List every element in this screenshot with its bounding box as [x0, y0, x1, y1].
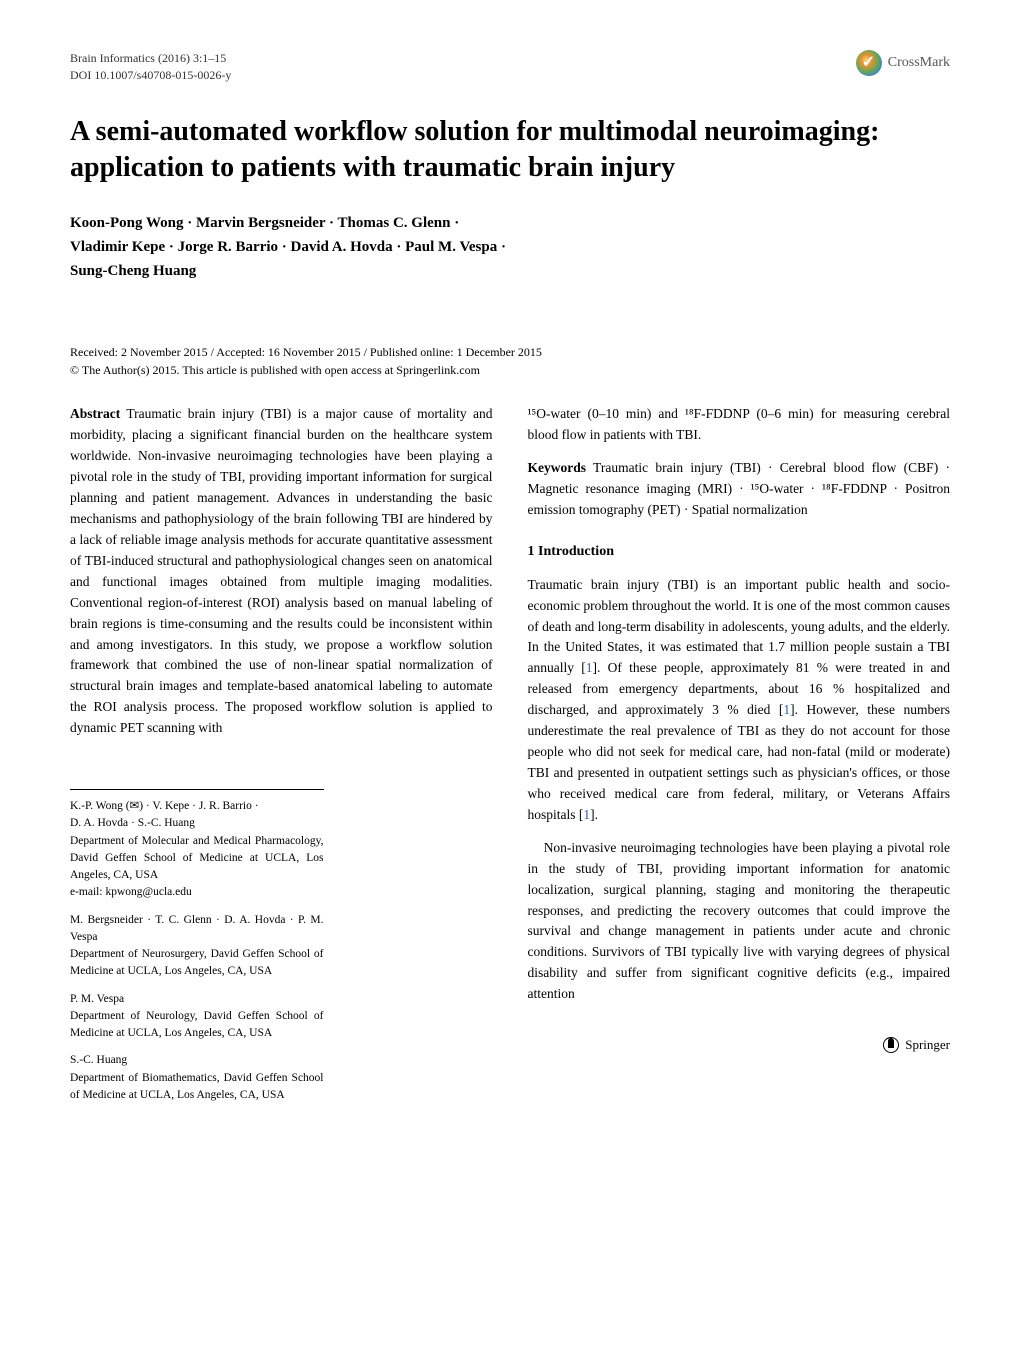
journal-info: Brain Informatics (2016) 3:1–15 DOI 10.1…	[70, 50, 231, 84]
affil-group-3: P. M. Vespa Department of Neurology, Dav…	[70, 991, 324, 1043]
dates-line-1: Received: 2 November 2015 / Accepted: 16…	[70, 343, 950, 361]
keywords-label: Keywords	[528, 460, 587, 475]
affil-1-names-b: D. A. Hovda · S.-C. Huang	[70, 815, 324, 832]
right-column: ¹⁵O-water (0–10 min) and ¹⁸F-FDDNP (0–6 …	[528, 404, 951, 1114]
crossmark-label: CrossMark	[888, 55, 950, 71]
publisher-label: Springer	[905, 1035, 950, 1055]
affil-2-dept: Department of Neurosurgery, David Geffen…	[70, 946, 324, 981]
affil-group-1: K.-P. Wong (✉) · V. Kepe · J. R. Barrio …	[70, 798, 324, 902]
dates-block: Received: 2 November 2015 / Accepted: 16…	[70, 343, 950, 379]
affil-4-dept: Department of Biomathematics, David Geff…	[70, 1070, 324, 1105]
two-column-body: Abstract Traumatic brain injury (TBI) is…	[70, 404, 950, 1114]
intro-p1c: ]. However, these numbers underestimate …	[528, 702, 951, 822]
intro-paragraph-2: Non-invasive neuroimaging technologies h…	[528, 838, 951, 1005]
intro-p1d: ].	[590, 807, 598, 822]
doi-line: DOI 10.1007/s40708-015-0026-y	[70, 67, 231, 84]
article-title: A semi-automated workflow solution for m…	[70, 114, 950, 187]
affil-3-dept: Department of Neurology, David Geffen Sc…	[70, 1008, 324, 1043]
authors-line-2: Vladimir Kepe · Jorge R. Barrio · David …	[70, 235, 950, 259]
affil-1-email: e-mail: kpwong@ucla.edu	[70, 884, 324, 901]
left-column: Abstract Traumatic brain injury (TBI) is…	[70, 404, 493, 1114]
affil-4-names: S.-C. Huang	[70, 1052, 324, 1069]
affil-group-2: M. Bergsneider · T. C. Glenn · D. A. Hov…	[70, 912, 324, 981]
affil-1-names-a: K.-P. Wong (✉) · V. Kepe · J. R. Barrio …	[70, 798, 324, 815]
dates-line-2: © The Author(s) 2015. This article is pu…	[70, 361, 950, 379]
journal-line: Brain Informatics (2016) 3:1–15	[70, 50, 231, 67]
springer-icon	[883, 1035, 901, 1053]
affil-3-names: P. M. Vespa	[70, 991, 324, 1008]
section-heading-intro: 1 Introduction	[528, 541, 951, 563]
crossmark-icon	[856, 50, 882, 76]
affil-group-4: S.-C. Huang Department of Biomathematics…	[70, 1052, 324, 1104]
authors-line-3: Sung-Cheng Huang	[70, 259, 950, 283]
authors-line-1: Koon-Pong Wong · Marvin Bergsneider · Th…	[70, 211, 950, 235]
crossmark-badge[interactable]: CrossMark	[856, 50, 950, 76]
affil-1-dept: Department of Molecular and Medical Phar…	[70, 833, 324, 885]
abstract-label: Abstract	[70, 406, 120, 421]
intro-paragraph-1: Traumatic brain injury (TBI) is an impor…	[528, 575, 951, 826]
affiliations-block: K.-P. Wong (✉) · V. Kepe · J. R. Barrio …	[70, 789, 324, 1104]
abstract-text: Traumatic brain injury (TBI) is a major …	[70, 406, 493, 735]
affil-2-names: M. Bergsneider · T. C. Glenn · D. A. Hov…	[70, 912, 324, 947]
abstract-continuation: ¹⁵O-water (0–10 min) and ¹⁸F-FDDNP (0–6 …	[528, 404, 951, 446]
header-row: Brain Informatics (2016) 3:1–15 DOI 10.1…	[70, 50, 950, 84]
keywords-text: Traumatic brain injury (TBI) · Cerebral …	[528, 460, 951, 517]
abstract-paragraph: Abstract Traumatic brain injury (TBI) is…	[70, 404, 493, 739]
keywords-paragraph: Keywords Traumatic brain injury (TBI) · …	[528, 458, 951, 521]
footer: Springer	[528, 1035, 951, 1055]
ref-link-1[interactable]: 1	[586, 660, 593, 675]
authors-block: Koon-Pong Wong · Marvin Bergsneider · Th…	[70, 211, 950, 283]
